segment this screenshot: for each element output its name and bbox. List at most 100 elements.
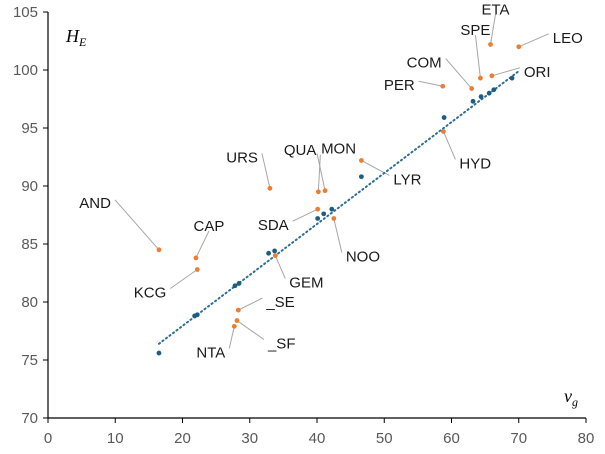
y-tick-label: 80	[21, 294, 38, 311]
fitted-point	[232, 283, 238, 289]
observed-series	[156, 42, 522, 329]
point-label: URS	[226, 149, 258, 166]
point-kcg	[194, 267, 200, 272]
point-label: LEO	[553, 30, 583, 47]
leader-line	[238, 297, 263, 311]
leader-line	[491, 67, 520, 77]
point-mon	[322, 188, 328, 194]
point-label: KCG	[134, 285, 167, 302]
fitted-point	[329, 206, 335, 212]
point-label: _SF	[267, 336, 296, 353]
leader-line	[170, 269, 198, 289]
y-axis-title-main: H	[65, 26, 80, 46]
point-eta	[488, 42, 493, 47]
point-label: ETA	[481, 1, 509, 18]
y-tick-label: 75	[21, 352, 38, 369]
leader-line	[490, 14, 496, 45]
fitted-point	[470, 98, 476, 104]
point-noo	[331, 216, 337, 221]
x-axis-title: vg	[564, 386, 578, 409]
leader-line	[261, 153, 271, 189]
y-tick-label: 85	[21, 236, 38, 253]
point-label: QUA	[284, 142, 317, 159]
axis-titles: HE vg	[65, 26, 578, 409]
fitted-point	[478, 94, 484, 100]
point-nta	[231, 323, 237, 329]
x-tick-label: 70	[510, 430, 527, 447]
fitted-point	[441, 115, 447, 120]
point-label: HYD	[459, 155, 491, 172]
trendline	[157, 70, 520, 345]
point-sda	[315, 206, 321, 212]
point-label: SDA	[258, 217, 289, 234]
axes: 0 10 20 30 40 50 60 70 80 70 75 80 85 90 95 100 105	[13, 4, 594, 447]
point-label: ORI	[524, 64, 551, 81]
point-com	[469, 86, 475, 91]
leader-line	[292, 208, 318, 222]
point-gem	[272, 253, 278, 258]
point-spe	[478, 75, 483, 81]
fitted-point	[509, 75, 515, 81]
leader-line	[333, 218, 343, 253]
point-urs	[267, 185, 273, 191]
x-axis-title-sub: g	[572, 395, 578, 409]
fitted-point	[491, 87, 497, 93]
leader-line	[445, 58, 473, 89]
point-label: MON	[321, 141, 356, 158]
y-tick-label: 90	[21, 178, 38, 195]
point-label: LYR	[393, 171, 421, 188]
x-tick-label: 30	[241, 430, 258, 447]
point-per	[440, 83, 446, 89]
x-tick-label: 80	[578, 430, 595, 447]
point-qua	[315, 189, 321, 195]
fitted-point	[358, 174, 364, 180]
point-label: NOO	[346, 248, 380, 265]
leader-line	[195, 230, 210, 259]
leader-line	[274, 255, 286, 279]
fitted-point	[315, 216, 321, 221]
x-tick-label: 10	[107, 430, 124, 447]
fitted-point	[236, 281, 242, 286]
y-axis-title-sub: E	[78, 35, 87, 49]
point-and	[156, 247, 162, 253]
leader-line	[518, 33, 549, 48]
leader-line	[236, 320, 265, 340]
y-tick-label: 100	[13, 62, 38, 79]
point-ori	[489, 73, 495, 79]
fitted-point	[321, 211, 327, 217]
leader-line	[418, 80, 443, 87]
leader-line	[316, 153, 326, 191]
trendline-path	[157, 70, 520, 345]
point-label: _SE	[265, 294, 294, 311]
leader-line	[442, 131, 456, 160]
point-se	[235, 307, 241, 313]
fitted-point	[194, 312, 200, 318]
point-lyr	[358, 158, 364, 163]
point-label: AND	[79, 195, 111, 212]
point-label: NTA	[196, 344, 225, 361]
x-tick-label: 0	[44, 430, 52, 447]
x-tick-label: 60	[443, 430, 460, 447]
x-axis-title-main: v	[564, 386, 572, 406]
leader-line	[114, 199, 160, 251]
point-label: PER	[384, 77, 415, 94]
y-tick-label: 70	[21, 410, 38, 427]
x-tick-label: 20	[174, 430, 191, 447]
point-labels: AND CAP KCG _SE _SF NTA URS GEM SDA QUA MON NOO LYR H…	[79, 1, 582, 361]
point-label: SPE	[460, 22, 490, 39]
x-tick-label: 40	[309, 430, 326, 447]
point-label: CAP	[194, 218, 225, 235]
point-hyd	[441, 129, 446, 134]
fitted-point	[486, 90, 492, 96]
fitted-point	[272, 248, 278, 254]
y-axis-title: HE	[65, 26, 87, 49]
x-tick-label: 50	[376, 430, 393, 447]
leader-line	[228, 326, 235, 349]
fitted-series	[156, 75, 515, 356]
point-cap	[193, 255, 199, 261]
fitted-point	[266, 250, 271, 256]
point-label: GEM	[289, 275, 323, 292]
y-tick-label: 105	[13, 4, 38, 21]
y-tick-label: 95	[21, 120, 38, 137]
